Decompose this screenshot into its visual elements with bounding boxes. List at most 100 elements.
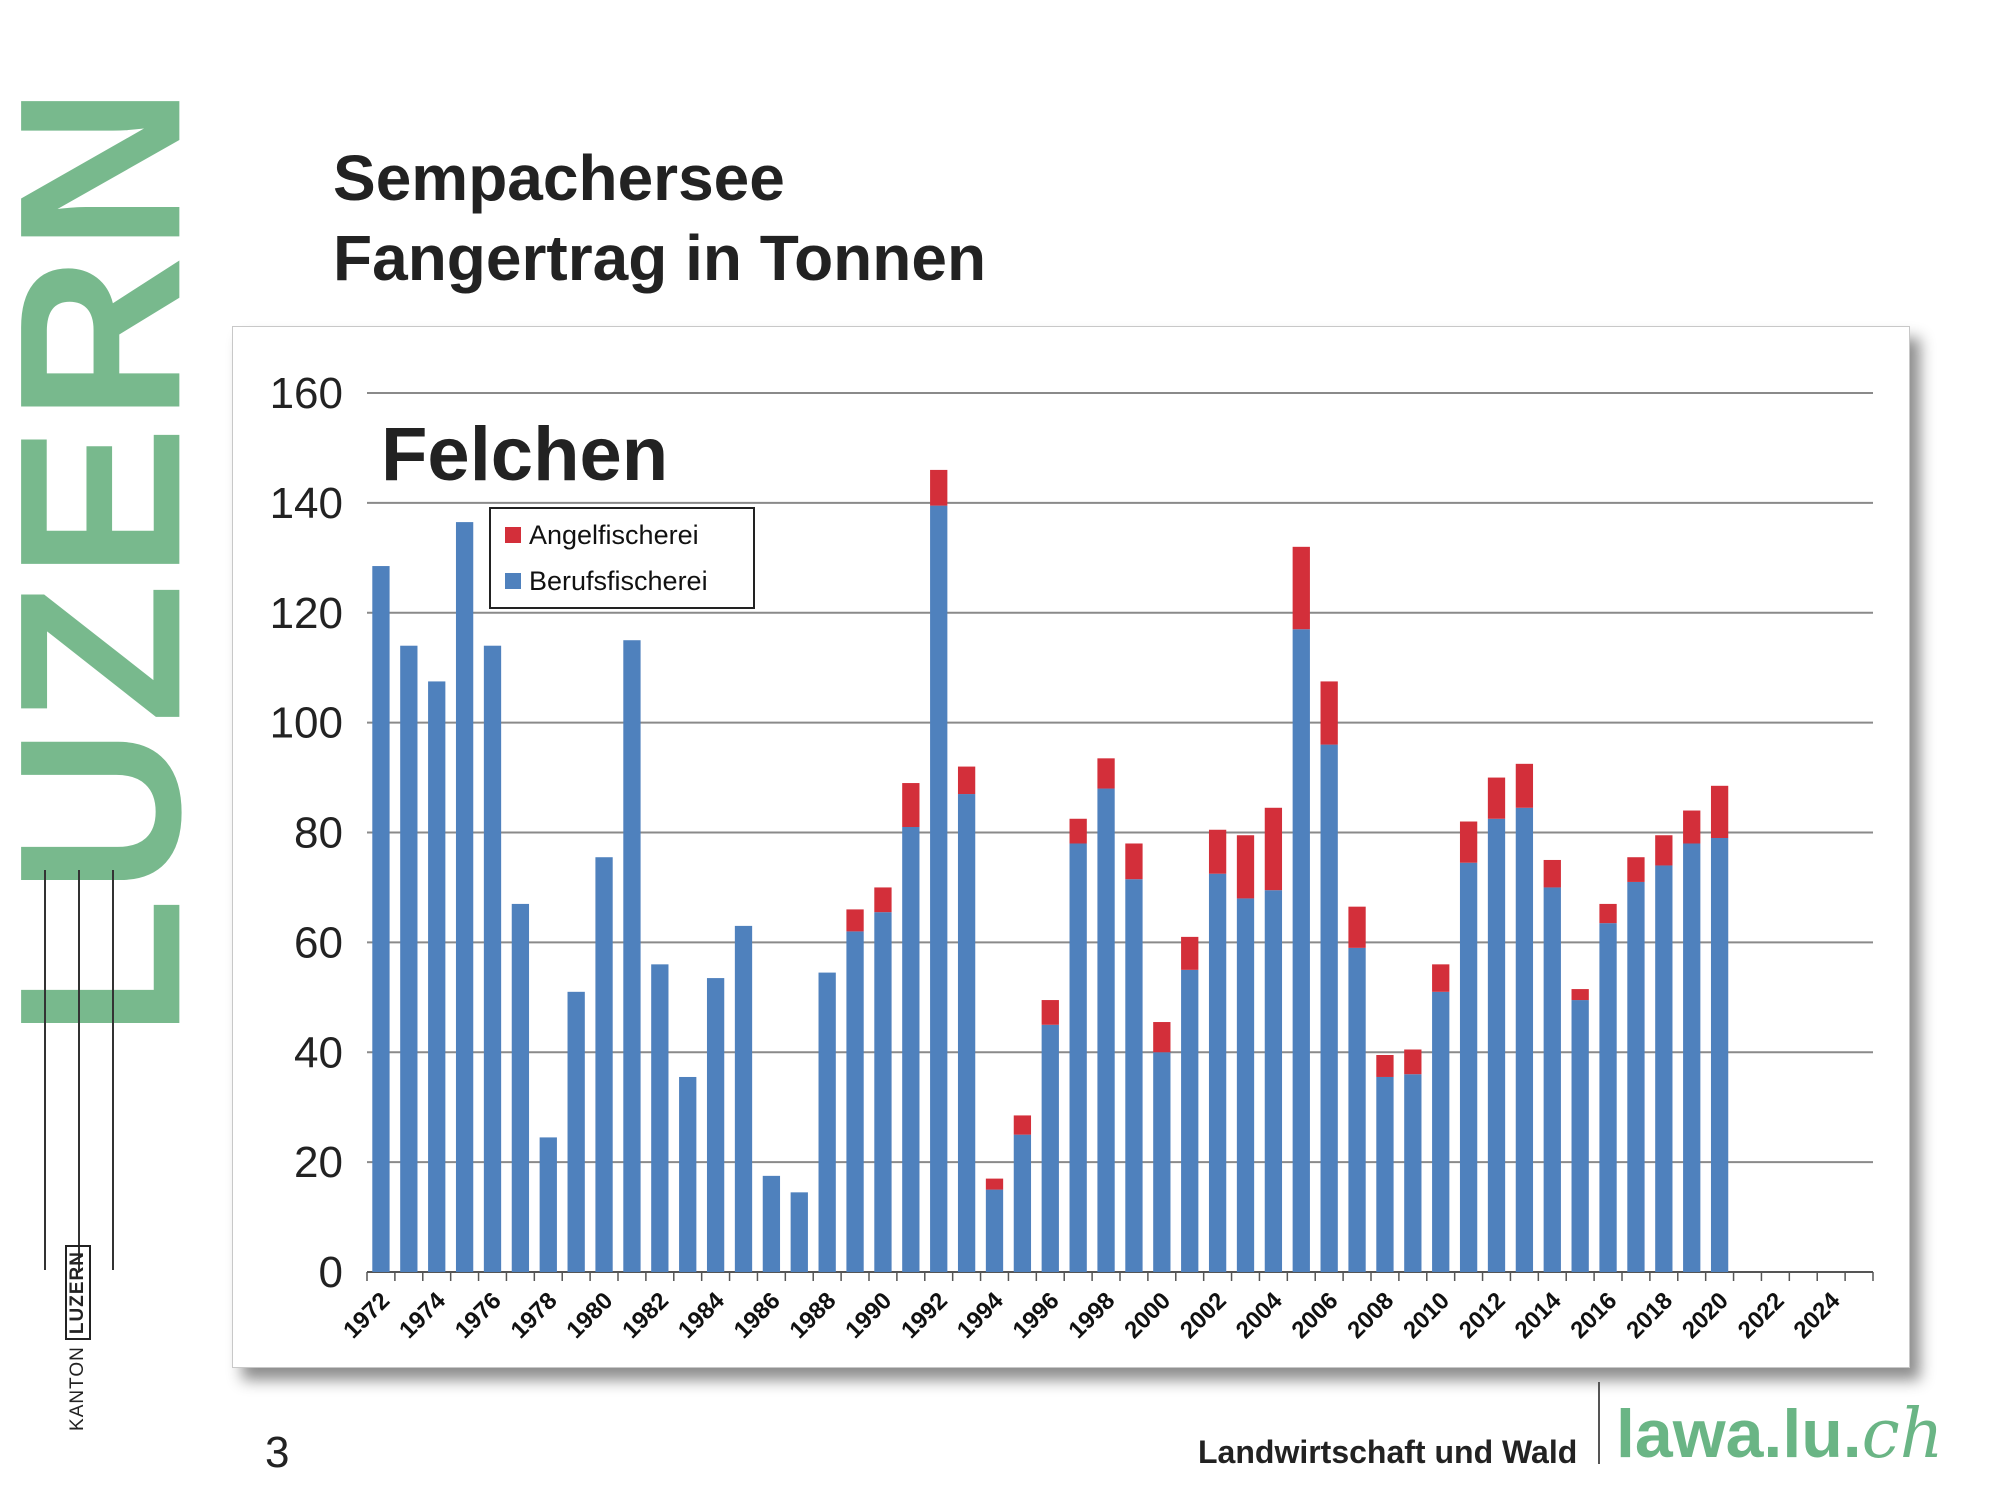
bar-berufsfischerei-1987 (790, 1192, 808, 1272)
x-tick-label: 1990 (840, 1287, 897, 1344)
bar-berufsfischerei-2002 (1208, 873, 1227, 1272)
bar-berufsfischerei-1973 (400, 645, 418, 1272)
legend-swatch-angelfischerei (505, 527, 521, 543)
x-tick-label: 1998 (1063, 1287, 1120, 1344)
legend-label-angelfischerei: Angelfischerei (529, 519, 699, 550)
footer-site-main: lawa.lu. (1616, 1396, 1862, 1472)
bar-angelfischerei-2000 (1153, 1022, 1171, 1053)
x-tick-label: 2002 (1175, 1287, 1232, 1344)
bar-berufsfischerei-1992 (930, 505, 948, 1272)
bar-berufsfischerei-2017 (1627, 881, 1645, 1272)
footer-divider (1598, 1382, 1600, 1464)
bar-berufsfischerei-2000 (1153, 1052, 1171, 1272)
x-tick-label: 1984 (673, 1287, 730, 1344)
bar-berufsfischerei-2019 (1683, 843, 1701, 1272)
legend-label-berufsfischerei: Berufsfischerei (529, 565, 708, 596)
x-tick-label: 1972 (338, 1287, 395, 1344)
bar-berufsfischerei-1980 (595, 857, 613, 1272)
bar-berufsfischerei-2010 (1432, 991, 1450, 1272)
bar-angelfischerei-2007 (1348, 906, 1366, 948)
bar-angelfischerei-2006 (1320, 681, 1338, 745)
bar-berufsfischerei-2014 (1543, 887, 1561, 1272)
bar-berufsfischerei-2009 (1404, 1074, 1422, 1272)
x-tick-label: 1974 (394, 1287, 451, 1344)
x-tick-label: 1996 (1008, 1287, 1065, 1344)
bar-berufsfischerei-1996 (1041, 1024, 1059, 1272)
bar-berufsfischerei-1974 (428, 681, 446, 1272)
bar-angelfischerei-1990 (874, 887, 892, 913)
bar-berufsfischerei-1977 (511, 903, 530, 1272)
x-tick-label: 1994 (952, 1287, 1009, 1344)
bar-berufsfischerei-1982 (651, 964, 669, 1272)
bar-berufsfischerei-2015 (1571, 1000, 1589, 1272)
bar-berufsfischerei-2008 (1376, 1076, 1394, 1272)
bar-angelfischerei-2019 (1683, 810, 1701, 844)
y-tick-label: 0 (319, 1248, 343, 1297)
x-tick-label: 1980 (561, 1287, 618, 1344)
bar-angelfischerei-2013 (1515, 763, 1534, 808)
x-tick-label: 2006 (1287, 1287, 1344, 1344)
bar-berufsfischerei-1991 (902, 827, 920, 1272)
x-tick-label: 1976 (450, 1287, 507, 1344)
bar-angelfischerei-2011 (1459, 821, 1478, 863)
bar-angelfischerei-2018 (1655, 835, 1673, 866)
y-tick-label: 60 (294, 918, 343, 967)
bar-angelfischerei-2004 (1264, 807, 1283, 891)
y-tick-label: 80 (294, 809, 343, 858)
bar-angelfischerei-2002 (1208, 829, 1227, 874)
bar-berufsfischerei-1995 (1013, 1134, 1032, 1272)
crest-line (78, 870, 80, 1270)
bar-berufsfischerei-2013 (1515, 807, 1534, 1272)
x-tick-label: 2000 (1119, 1287, 1176, 1344)
bar-berufsfischerei-1975 (455, 522, 474, 1272)
legend-item-berufsfischerei: Berufsfischerei (505, 563, 708, 599)
bar-berufsfischerei-2007 (1348, 947, 1366, 1272)
bar-berufsfischerei-2005 (1292, 629, 1310, 1272)
y-tick-label: 140 (270, 479, 343, 528)
bar-berufsfischerei-1986 (762, 1175, 781, 1272)
title-line-1: Sempachersee (333, 142, 785, 214)
chart-title: Felchen (381, 412, 669, 497)
x-tick-label: 1992 (896, 1287, 953, 1344)
x-tick-label: 2008 (1342, 1287, 1399, 1344)
bar-angelfischerei-2010 (1432, 964, 1450, 992)
bar-angelfischerei-2005 (1292, 546, 1310, 630)
bar-berufsfischerei-1997 (1069, 843, 1087, 1272)
bar-angelfischerei-2012 (1487, 777, 1506, 819)
y-tick-label: 40 (294, 1028, 343, 1077)
bar-berufsfischerei-2006 (1320, 744, 1338, 1272)
bar-berufsfischerei-1999 (1125, 879, 1143, 1272)
x-tick-label: 2016 (1565, 1287, 1622, 1344)
kanton-logo: KANTON LUZERN (40, 1245, 116, 1431)
bar-berufsfischerei-2004 (1264, 890, 1283, 1272)
bar-berufsfischerei-1983 (679, 1076, 697, 1272)
bar-berufsfischerei-1993 (957, 794, 976, 1272)
luzern-label: LUZERN (65, 1245, 91, 1341)
legend-swatch-berufsfischerei (505, 573, 521, 589)
bar-berufsfischerei-1998 (1097, 788, 1115, 1272)
bar-angelfischerei-1994 (985, 1178, 1004, 1190)
bar-angelfischerei-1996 (1041, 1000, 1059, 1025)
bar-berufsfischerei-1976 (483, 645, 502, 1272)
legend-item-angelfischerei: Angelfischerei (505, 517, 699, 553)
x-tick-label: 1982 (617, 1287, 674, 1344)
bar-berufsfischerei-1978 (539, 1137, 557, 1272)
footer-department: Landwirtschaft und Wald (1198, 1434, 1578, 1470)
bar-berufsfischerei-2003 (1236, 898, 1255, 1272)
bar-angelfischerei-2015 (1571, 989, 1589, 1001)
bar-angelfischerei-2009 (1404, 1049, 1422, 1075)
x-tick-label: 2020 (1677, 1287, 1734, 1344)
bar-angelfischerei-1998 (1097, 758, 1115, 789)
y-tick-label: 160 (270, 369, 343, 418)
x-tick-label: 2024 (1789, 1287, 1846, 1344)
bar-berufsfischerei-1981 (623, 640, 641, 1272)
footer-site-tld: ch (1861, 1395, 1944, 1474)
x-tick-label: 1986 (729, 1287, 786, 1344)
bar-angelfischerei-2001 (1181, 936, 1199, 970)
bar-berufsfischerei-1990 (874, 912, 892, 1272)
bar-berufsfischerei-2018 (1655, 865, 1673, 1272)
x-tick-label: 2022 (1733, 1287, 1790, 1344)
x-tick-label: 2014 (1510, 1287, 1567, 1344)
bar-angelfischerei-1999 (1125, 843, 1143, 880)
bar-berufsfischerei-1979 (567, 991, 585, 1272)
